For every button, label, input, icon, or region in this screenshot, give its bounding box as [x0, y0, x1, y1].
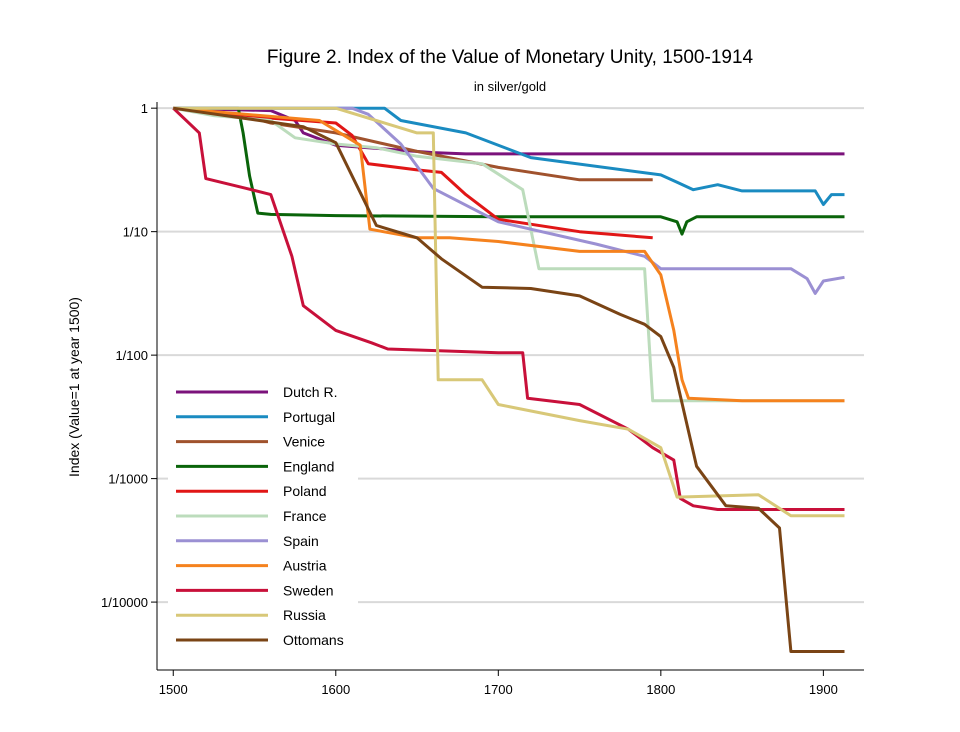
y-tick-label: 1/1000	[108, 472, 148, 487]
y-tick-label: 1/100	[115, 348, 148, 363]
legend-label: Spain	[283, 533, 319, 549]
x-tick-label: 1600	[321, 682, 350, 697]
series-line-ottomans	[173, 106, 845, 653]
x-tick-label: 1900	[809, 682, 838, 697]
legend-label: Russia	[283, 607, 326, 623]
x-tick-label: 1700	[484, 682, 513, 697]
y-tick-label: 1	[141, 101, 148, 116]
x-ticks: 1500 1600 1700 1800 1900	[159, 670, 838, 697]
legend: Dutch R. Portugal Venice England Poland Franc…	[168, 378, 358, 665]
legend-label: France	[283, 508, 327, 524]
legend-label: Sweden	[283, 582, 334, 598]
series-line-poland	[173, 106, 653, 240]
y-ticks: 1 1/10 1/100 1/1000 1/10000	[101, 101, 157, 610]
series-line-sweden	[172, 107, 845, 511]
legend-label: Venice	[283, 434, 325, 450]
legend-label: Poland	[283, 483, 327, 499]
legend-label: Portugal	[283, 409, 335, 425]
legend-background	[168, 378, 358, 665]
series-line-russia	[173, 106, 845, 518]
series-line-austria	[173, 106, 845, 403]
legend-label: Austria	[283, 558, 327, 574]
axes	[156, 102, 864, 671]
y-axis-label: Index (Value=1 at year 1500)	[66, 297, 82, 477]
y-tick-label: 1/10000	[101, 595, 148, 610]
series-lines	[172, 106, 845, 653]
x-tick-label: 1500	[159, 682, 188, 697]
legend-label: Ottomans	[283, 632, 344, 648]
chart-subtitle: in silver/gold	[474, 79, 546, 94]
chart-title: Figure 2. Index of the Value of Monetary…	[267, 47, 754, 68]
legend-label: Dutch R.	[283, 384, 337, 400]
legend-label: England	[283, 458, 334, 474]
series-line-england	[173, 106, 845, 236]
series-line-portugal	[173, 106, 845, 206]
series-line-france	[173, 106, 845, 403]
y-tick-label: 1/10	[123, 225, 148, 240]
series-line-dutch-r	[173, 106, 845, 156]
x-tick-label: 1800	[646, 682, 675, 697]
